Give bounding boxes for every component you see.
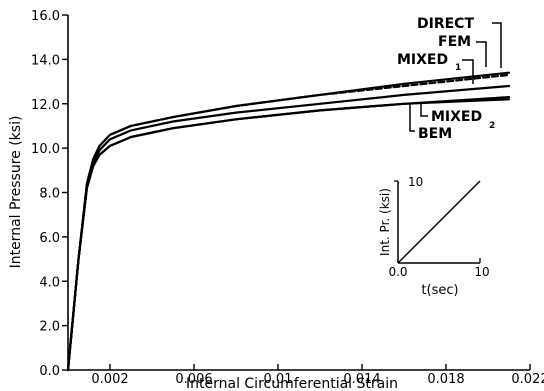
inset-x-tick-label-min: 0.0	[388, 265, 407, 279]
series-line-bem	[66, 98, 511, 372]
y-axis-label: Internal Pressure (ksi)	[8, 116, 24, 269]
inset-y-axis-label: Int. Pr. (ksi)	[378, 188, 392, 256]
annotation-mixed1-leader	[462, 59, 474, 84]
x-tick-label: 0.002	[91, 372, 128, 387]
inset-y-tick-label-max: 10	[408, 175, 423, 189]
annotation-bem: BEM	[418, 126, 452, 142]
x-axis-ticks: 0.002 0.006 0.01 0.014 0.018 0.022	[91, 364, 544, 387]
x-tick-label: 0.022	[511, 372, 544, 387]
y-tick-label: 4.0	[39, 275, 60, 290]
annotation-mixed1-subscript: 1	[455, 63, 461, 73]
y-tick-label: 16.0	[31, 9, 60, 24]
y-tick-label: 2.0	[39, 320, 60, 335]
x-tick-label: 0.014	[343, 372, 380, 387]
y-tick-label: 14.0	[31, 53, 60, 68]
x-axis-label: Internal Circumferential Strain	[186, 376, 398, 391]
y-tick-label: 10.0	[31, 142, 60, 157]
annotations: DIRECT FEM MIXED 1 MIXED 2 BEM	[397, 16, 502, 142]
inset-chart: 10 0.0 10 t(sec) Int. Pr. (ksi)	[378, 175, 490, 298]
series-layer	[66, 71, 511, 372]
y-tick-label: 0.0	[39, 364, 60, 379]
inset-series-line	[397, 180, 481, 264]
annotation-mixed2-subscript: 2	[489, 121, 495, 131]
inset-x-axis-label: t(sec)	[421, 283, 458, 298]
inset-x-tick-label-max: 10	[474, 265, 489, 279]
y-axis-ticks: 0.0 2.0 4.0 6.0 8.0 10.0 12.0 14.0 16.0	[31, 9, 68, 379]
annotation-fem: FEM	[438, 34, 471, 50]
annotation-direct-leader	[492, 22, 502, 68]
annotation-mixed1: MIXED	[397, 52, 448, 68]
annotation-bem-leader	[409, 103, 415, 132]
x-tick-label: 0.006	[175, 372, 212, 387]
annotation-direct: DIRECT	[417, 16, 474, 32]
x-tick-label: 0.01	[264, 372, 293, 387]
y-tick-label: 12.0	[31, 98, 60, 113]
x-tick-label: 0.018	[427, 372, 464, 387]
annotation-mixed2-leader	[420, 103, 428, 117]
y-tick-label: 6.0	[39, 231, 60, 246]
annotation-mixed2: MIXED	[431, 109, 482, 125]
annotation-fem-leader	[476, 41, 487, 67]
y-tick-label: 8.0	[39, 187, 60, 202]
